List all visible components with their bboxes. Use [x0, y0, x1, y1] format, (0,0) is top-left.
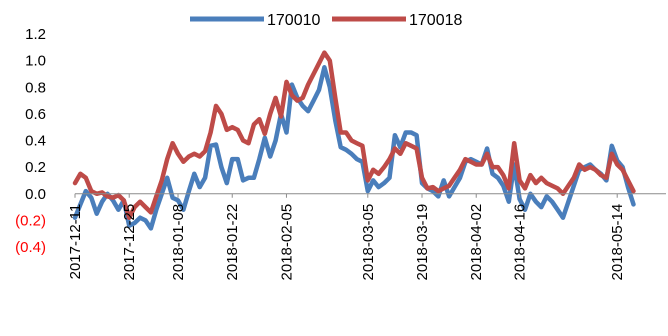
x-tick-label: 2018-03-05: [360, 204, 377, 281]
x-tick-label: 2018-01-22: [224, 204, 241, 281]
legend-label-170018: 170018: [409, 12, 462, 29]
legend-label-170010: 170010: [267, 12, 320, 29]
x-tick-label: 2018-05-14: [609, 204, 626, 281]
y-tick-label: (0.2): [15, 212, 46, 229]
series-line-170018: [72, 50, 636, 220]
y-tick-label: 0.8: [25, 79, 46, 96]
y-tick-label: 0.4: [25, 133, 46, 150]
x-tick-label: 2017-12-11: [67, 204, 84, 280]
x-tick-label: 2018-01-08: [170, 204, 187, 281]
y-tick-label: (0.4): [15, 239, 46, 256]
x-tick-label: 2017-12-25: [121, 204, 138, 281]
x-tick-label: 2018-04-02: [468, 204, 485, 281]
y-tick-label: 1.2: [25, 26, 46, 43]
x-axis-ticks: 2017-12-11 2017-12-25 2018-01-08 2018-01-22…: [67, 193, 626, 281]
x-tick-label: 2018-04-16: [512, 204, 529, 281]
series-line-170010: [72, 65, 636, 231]
y-tick-label: 0.0: [25, 186, 46, 203]
series-layer: [72, 50, 636, 231]
x-tick-label: 2018-02-05: [278, 204, 295, 281]
y-tick-label: 0.2: [25, 159, 46, 176]
y-axis-ticks: 1.2 1.0 0.8 0.6 0.4 0.2 0.0 (0.2) (0.4): [15, 26, 46, 256]
legend: 170010 170018: [190, 12, 462, 29]
y-tick-label: 0.6: [25, 106, 46, 123]
y-tick-label: 1.0: [25, 53, 46, 70]
x-tick-label: 2018-03-19: [414, 204, 431, 281]
